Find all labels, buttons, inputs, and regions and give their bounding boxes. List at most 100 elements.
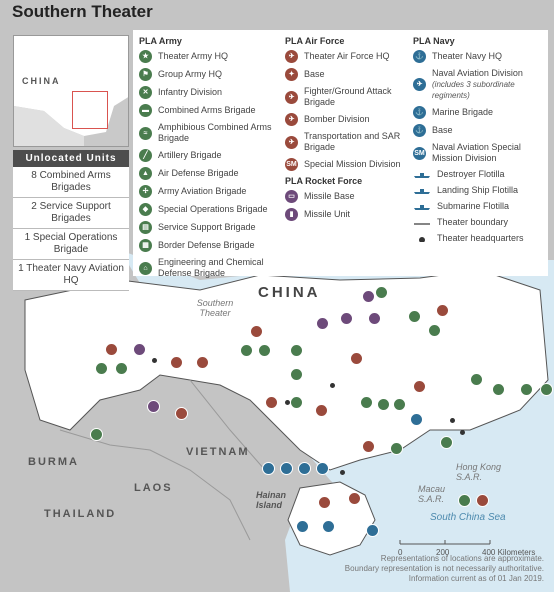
hq-icon xyxy=(419,236,425,242)
anchor-icon: ⚓ xyxy=(413,50,426,63)
bomber-icon: ✈ xyxy=(285,113,298,126)
inset-svg xyxy=(14,36,128,146)
unit-marker-icon xyxy=(492,383,505,396)
unit-marker-icon xyxy=(196,356,209,369)
unit-marker-icon xyxy=(377,398,390,411)
legend-row: ▤ Service Support Brigade xyxy=(139,221,279,234)
submarine-icon xyxy=(414,204,430,210)
legend-navy-header: PLA Navy xyxy=(413,36,455,46)
label-south-china-sea: South China Sea xyxy=(430,512,506,523)
naval-aviation-icon: ✈ xyxy=(413,78,426,91)
unit-marker-icon xyxy=(440,436,453,449)
legend-airforce-header: PLA Air Force xyxy=(285,36,345,46)
unit-marker-icon xyxy=(290,344,303,357)
legend-row: ▮ Missile Unit xyxy=(285,208,403,221)
legend-rocket-header: PLA Rocket Force xyxy=(285,176,363,186)
label-china: CHINA xyxy=(258,284,321,301)
hq-dot-icon xyxy=(330,383,335,388)
legend-label: Theater headquarters xyxy=(437,233,524,243)
legend-label: Base xyxy=(304,69,325,79)
unit-marker-icon xyxy=(390,442,403,455)
unit-marker-icon xyxy=(318,496,331,509)
legend-row: Theater boundary xyxy=(413,217,545,228)
legend-label: Theater Navy HQ xyxy=(432,51,503,61)
engineer-icon: ⌂ xyxy=(139,261,152,275)
legend-label: Fighter/Ground Attack Brigade xyxy=(304,86,392,107)
unit-marker-icon xyxy=(470,373,483,386)
legend-row: Destroyer Flotilla xyxy=(413,169,545,180)
unit-marker-icon xyxy=(90,428,103,441)
legend-row: ▭ Missile Base xyxy=(285,190,403,203)
airbase-icon: ✦ xyxy=(285,68,298,81)
note-line: Representations of locations are approxi… xyxy=(380,554,544,563)
unit-marker-icon xyxy=(436,304,449,317)
unit-marker-icon xyxy=(316,462,329,475)
legend-row: ⚓ Theater Navy HQ xyxy=(413,50,545,63)
legend-row: ✈ Fighter/Ground Attack Brigade xyxy=(285,86,403,108)
unit-marker-icon xyxy=(362,290,375,303)
unit-marker-icon xyxy=(316,317,329,330)
missile-base-icon: ▭ xyxy=(285,190,298,203)
unlocated-item: 2 Service Support Brigades xyxy=(13,198,129,229)
label-vietnam: VIETNAM xyxy=(186,446,250,458)
legend-row: ≈ Amphibious Combined Arms Brigade xyxy=(139,122,279,144)
legend-label: Theater Army HQ xyxy=(158,51,229,61)
unit-marker-icon xyxy=(298,462,311,475)
legend-label: Air Defense Brigade xyxy=(158,168,239,178)
unit-marker-icon xyxy=(350,352,363,365)
amphibious-icon: ≈ xyxy=(139,126,152,140)
missile-unit-icon: ▮ xyxy=(285,208,298,221)
unit-marker-icon xyxy=(540,383,553,396)
hq-dot-icon xyxy=(152,358,157,363)
unit-marker-icon xyxy=(410,413,423,426)
unlocated-header: Unlocated Units xyxy=(13,150,129,167)
legend-label: Border Defense Brigade xyxy=(158,240,255,250)
landing-ship-icon xyxy=(414,188,430,194)
legend-row: ⌂ Engineering and Chemical Defense Brigad… xyxy=(139,257,279,279)
legend-label: Missile Unit xyxy=(304,209,351,219)
legend-label: Naval Aviation Division xyxy=(432,68,523,78)
legend-row: ▬ Combined Arms Brigade xyxy=(139,104,279,117)
unit-marker-icon xyxy=(362,440,375,453)
unlocated-item: 8 Combined Arms Brigades xyxy=(13,167,129,198)
legend-label: Special Operations Brigade xyxy=(158,204,268,214)
map-notes: Representations of locations are approxi… xyxy=(308,554,544,584)
inset-neighbor xyxy=(14,106,84,146)
legend-label: Combined Arms Brigade xyxy=(158,105,256,115)
unit-marker-icon xyxy=(413,380,426,393)
unit-marker-icon xyxy=(280,462,293,475)
unit-marker-icon xyxy=(340,312,353,325)
legend-row: ▲ Air Defense Brigade xyxy=(139,167,279,180)
special-ops-icon: ◆ xyxy=(139,203,152,216)
naval-sm-icon: SM xyxy=(413,146,426,160)
unit-marker-icon xyxy=(315,404,328,417)
unit-marker-icon xyxy=(393,398,406,411)
label-southern-theater: Southern Theater xyxy=(196,298,234,318)
airforce-hq-icon: ✈ xyxy=(285,50,298,63)
special-mission-icon: SM xyxy=(285,158,298,171)
unit-marker-icon xyxy=(290,396,303,409)
unit-marker-icon xyxy=(296,520,309,533)
legend-row: ✕ Infantry Division xyxy=(139,86,279,99)
unit-marker-icon xyxy=(115,362,128,375)
scale-tick: 200 xyxy=(436,548,450,557)
legend-army: PLA Army ★ Theater Army HQ ⚑ Group Army HQ ✕… xyxy=(139,36,279,284)
legend-label: Marine Brigade xyxy=(432,107,494,117)
legend-label: Transportation and SAR Brigade xyxy=(304,131,401,152)
unit-marker-icon xyxy=(290,368,303,381)
unit-marker-icon xyxy=(458,494,471,507)
helicopter-icon: ✢ xyxy=(139,185,152,198)
scale-line xyxy=(399,540,491,545)
legend-label: Group Army HQ xyxy=(158,69,223,79)
legend-label: Amphibious Combined Arms Brigade xyxy=(158,122,272,143)
transport-icon: ✈ xyxy=(285,135,298,149)
destroyer-icon xyxy=(414,172,430,178)
label-macau: Macau S.A.R. xyxy=(418,484,446,504)
legend-label: Special Mission Division xyxy=(304,159,401,169)
inset-label: CHINA xyxy=(22,76,61,86)
unit-marker-icon xyxy=(133,343,146,356)
legend-label: Artillery Brigade xyxy=(158,150,222,160)
scale-bar: 0 200 400 Kilometers xyxy=(398,538,538,558)
legend-airforce: PLA Air Force ✈ Theater Air Force HQ ✦ Base… xyxy=(285,36,403,226)
